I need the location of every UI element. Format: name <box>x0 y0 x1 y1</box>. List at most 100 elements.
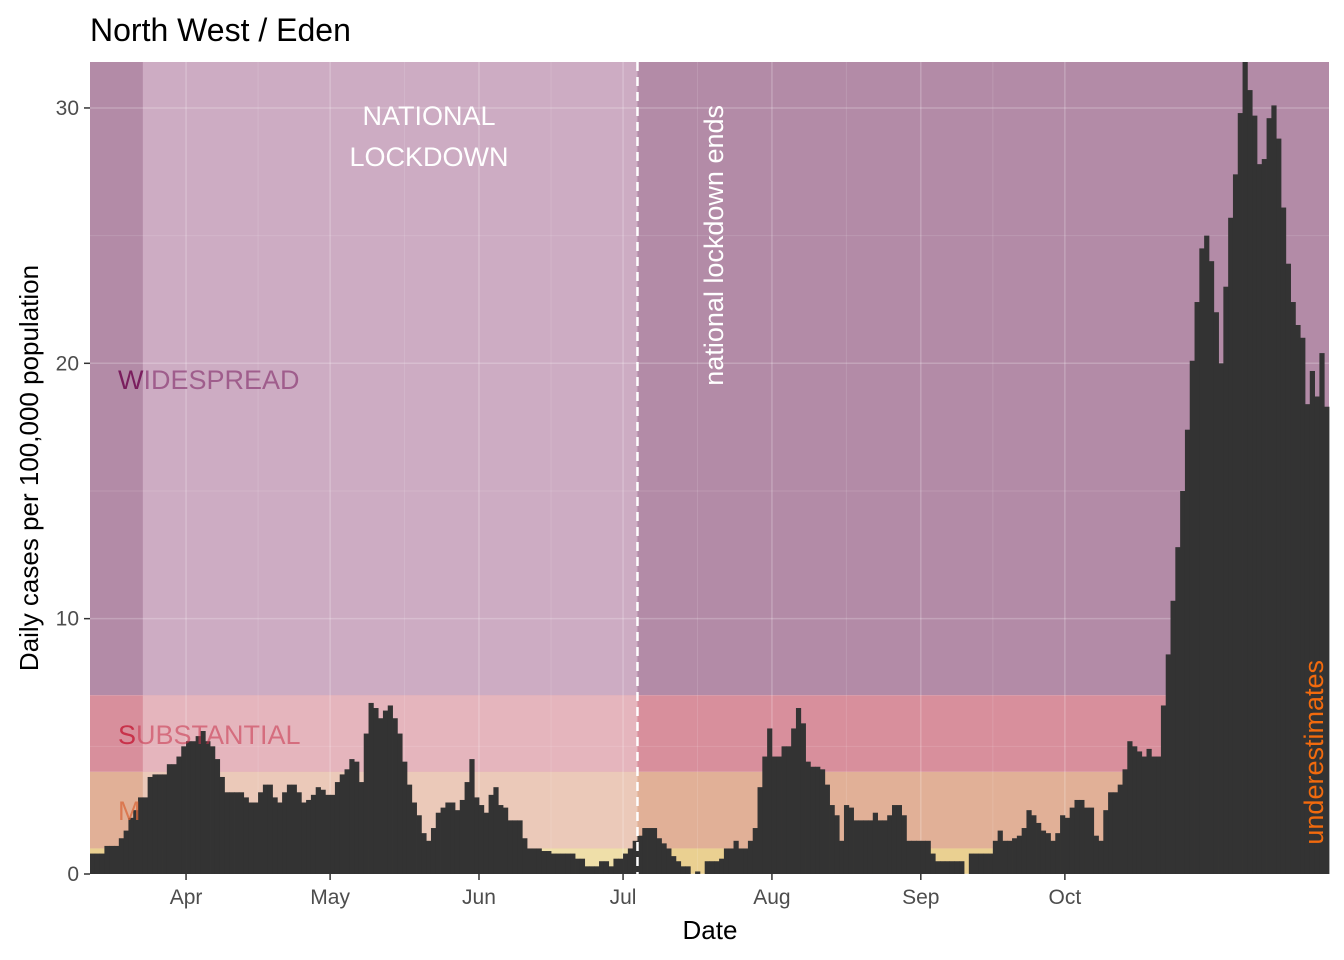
x-tick-label: Sep <box>902 886 939 909</box>
bar <box>392 718 398 874</box>
bar <box>166 764 173 874</box>
y-axis-title: Daily cases per 100,000 population <box>14 265 44 671</box>
bar <box>527 848 533 874</box>
bar <box>714 861 720 874</box>
bar <box>358 782 365 874</box>
bar <box>339 774 345 874</box>
bar <box>378 718 384 874</box>
bar <box>959 861 965 874</box>
y-axis: 0 10 20 30 <box>56 97 90 886</box>
bar <box>152 774 158 874</box>
bar <box>262 784 269 874</box>
bar <box>661 843 667 874</box>
bar <box>1295 325 1301 874</box>
bar <box>469 759 475 874</box>
bar <box>1194 302 1200 874</box>
substantial-label-first-letter: S <box>118 720 136 750</box>
bar <box>747 840 754 874</box>
bar <box>719 858 725 874</box>
x-axis: Apr May Jun Jul Aug Sep Oct <box>170 874 1081 909</box>
bar <box>685 866 691 874</box>
bar <box>551 853 557 874</box>
lockdown-ends-annotation: national lockdown ends <box>699 105 729 386</box>
bar <box>1285 263 1291 874</box>
bar <box>1012 838 1018 874</box>
bar <box>1300 337 1306 875</box>
bar <box>575 858 581 874</box>
bar <box>531 848 538 874</box>
bar <box>935 861 941 874</box>
bar <box>1314 396 1320 874</box>
bar <box>464 782 470 874</box>
bar <box>983 853 989 874</box>
bar <box>1204 235 1210 874</box>
bar <box>1127 741 1133 874</box>
bar <box>1112 792 1119 874</box>
bar <box>238 792 245 874</box>
widespread-label: WIDESPREAD <box>118 365 300 395</box>
bar <box>310 794 317 874</box>
bar <box>810 766 816 874</box>
bar <box>488 794 494 874</box>
bar <box>123 830 129 874</box>
bar <box>743 848 749 874</box>
bar <box>1160 705 1167 874</box>
bar <box>709 861 715 874</box>
bar <box>608 866 614 874</box>
bar <box>671 856 677 874</box>
bar <box>478 805 485 874</box>
bar <box>1180 490 1186 874</box>
bar <box>430 828 437 874</box>
y-tick-label: 30 <box>56 97 79 120</box>
bar <box>992 840 999 874</box>
x-axis-title: Date <box>683 915 738 945</box>
bar <box>570 853 576 874</box>
bar <box>426 840 432 874</box>
underestimates-annotation: underestimates <box>1299 660 1329 845</box>
bar <box>1184 429 1191 874</box>
bar <box>186 741 192 874</box>
bar <box>781 746 787 874</box>
bar <box>454 810 461 874</box>
bar <box>334 782 341 874</box>
bar <box>1309 370 1315 874</box>
bar <box>363 733 369 874</box>
bar <box>1040 830 1047 874</box>
bar <box>1108 792 1114 874</box>
bar <box>1304 404 1311 874</box>
bar <box>906 840 912 874</box>
bar <box>1261 159 1267 875</box>
bar <box>791 728 797 874</box>
bar <box>1117 784 1123 874</box>
bar <box>214 759 221 874</box>
bar <box>416 815 422 874</box>
bar <box>1290 302 1296 874</box>
bar <box>829 805 835 874</box>
annotations: NATIONAL LOCKDOWN national lockdown ends… <box>349 101 1329 845</box>
bar <box>771 756 778 874</box>
bar <box>450 802 456 874</box>
bar <box>675 861 682 874</box>
bar <box>1232 174 1239 875</box>
bar <box>205 741 211 874</box>
bar <box>786 746 792 874</box>
bar <box>819 769 826 874</box>
bar <box>325 794 331 874</box>
bar <box>354 761 360 874</box>
bar <box>1074 799 1080 874</box>
bar <box>282 792 288 874</box>
bar <box>1007 840 1013 874</box>
bar <box>397 733 403 874</box>
x-tick-label: May <box>310 886 350 909</box>
bar <box>776 756 782 874</box>
bar <box>1055 833 1061 874</box>
bar <box>258 792 264 874</box>
bar <box>863 820 869 874</box>
bar <box>954 861 960 874</box>
bar <box>373 708 379 874</box>
bar <box>1242 62 1248 874</box>
bar <box>896 805 902 874</box>
chart-title: North West / Eden <box>90 12 351 48</box>
y-tick-label: 20 <box>56 352 79 375</box>
bar <box>584 866 590 874</box>
